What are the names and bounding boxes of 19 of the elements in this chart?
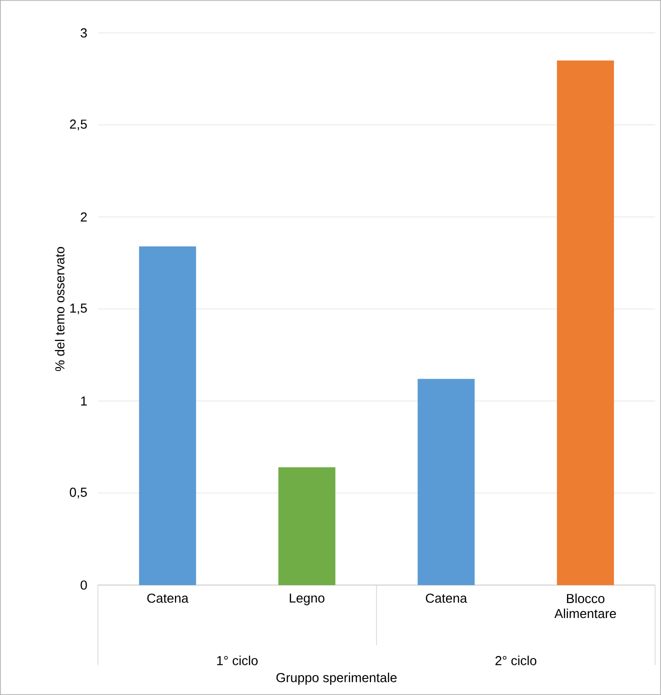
bar bbox=[278, 467, 336, 586]
x-tick-label: Blocco Alimentare bbox=[554, 594, 616, 618]
bar bbox=[556, 60, 614, 586]
x-tick-label: Legno bbox=[290, 594, 324, 606]
x-axis-title: Gruppo sperimentale bbox=[276, 672, 397, 685]
y-tick-label: 0 bbox=[80, 580, 87, 590]
y-tick-label: 2 bbox=[80, 212, 87, 222]
x-tick-label: Catena bbox=[147, 594, 189, 603]
text: 2° ciclo bbox=[495, 656, 536, 666]
x-tick-label: Catena bbox=[426, 594, 468, 603]
y-tick-label: 3 bbox=[80, 28, 87, 38]
bar bbox=[418, 378, 475, 586]
text: 1° ciclo bbox=[217, 656, 258, 666]
y-tick-label: 0,5 bbox=[70, 488, 87, 498]
bar bbox=[139, 246, 196, 586]
y-tick-label: 1,5 bbox=[70, 304, 87, 314]
y-tick-label: 2,5 bbox=[70, 120, 87, 130]
y-tick-label: 1 bbox=[81, 396, 87, 406]
y-axis-title: % del temo osservato bbox=[54, 247, 64, 372]
